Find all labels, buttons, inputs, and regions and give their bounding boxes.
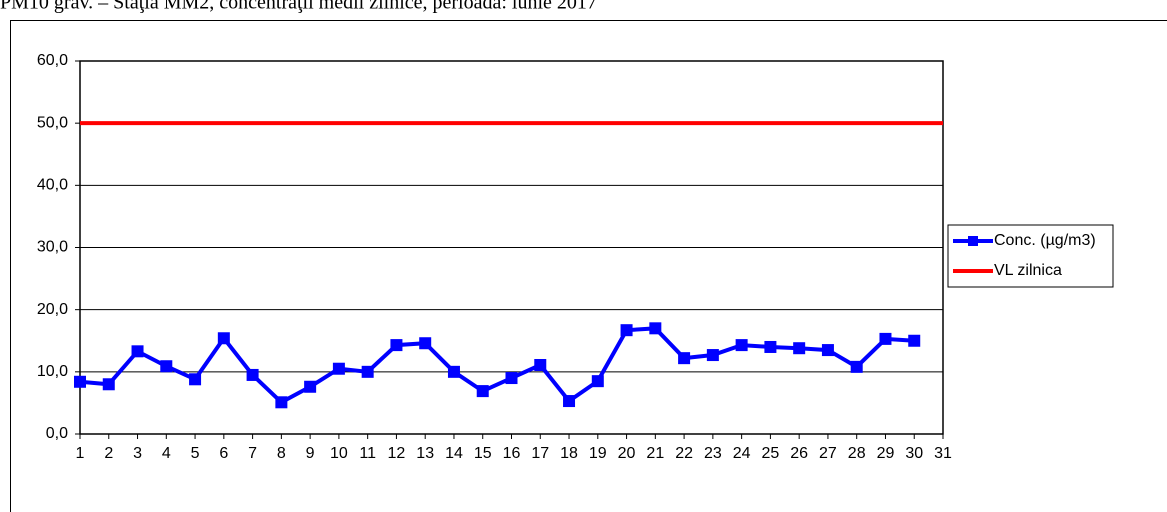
x-tick-label: 17 [531, 445, 549, 462]
x-tick-label: 23 [704, 445, 722, 462]
y-tick-label: 30,0 [37, 239, 68, 256]
x-tick-label: 2 [104, 445, 113, 462]
x-tick-label: 30 [905, 445, 923, 462]
x-tick-label: 13 [416, 445, 434, 462]
x-tick-label: 15 [474, 445, 492, 462]
x-tick-label: 29 [877, 445, 895, 462]
marker [879, 332, 892, 345]
marker [591, 375, 604, 388]
x-tick-label: 31 [934, 445, 952, 462]
marker [131, 345, 144, 358]
marker [476, 385, 489, 398]
marker [447, 365, 460, 378]
marker [246, 368, 259, 381]
legend-marker [968, 236, 978, 246]
marker [620, 324, 633, 337]
marker [102, 378, 115, 391]
x-tick-label: 20 [618, 445, 636, 462]
marker [908, 334, 921, 347]
chart-title: PM10 grav. – Staţia MM2, concentraţii me… [0, 0, 597, 14]
marker [850, 360, 863, 373]
x-tick-label: 1 [76, 445, 85, 462]
marker [793, 342, 806, 355]
marker [419, 337, 432, 350]
marker [217, 332, 230, 345]
marker [304, 380, 317, 393]
x-tick-label: 18 [560, 445, 578, 462]
x-tick-label: 22 [675, 445, 693, 462]
marker [649, 322, 662, 335]
marker [189, 373, 202, 386]
y-tick-label: 0,0 [46, 425, 68, 442]
x-tick-label: 10 [330, 445, 348, 462]
x-tick-label: 8 [277, 445, 286, 462]
marker [735, 339, 748, 352]
y-tick-label: 20,0 [37, 301, 68, 318]
x-tick-label: 28 [848, 445, 866, 462]
legend-label: Conc. (µg/m3) [994, 232, 1096, 249]
y-tick-label: 40,0 [37, 177, 68, 194]
y-tick-label: 10,0 [37, 363, 68, 380]
legend-label: VL zilnica [994, 262, 1062, 279]
x-tick-label: 5 [191, 445, 200, 462]
marker [821, 344, 834, 357]
x-tick-label: 11 [359, 445, 376, 462]
marker [74, 375, 86, 388]
x-tick-label: 24 [733, 445, 751, 462]
marker [534, 358, 547, 371]
x-tick-label: 16 [503, 445, 521, 462]
marker [764, 340, 777, 353]
marker [706, 349, 719, 362]
marker [160, 360, 173, 373]
marker [678, 352, 691, 365]
x-tick-label: 7 [248, 445, 257, 462]
marker [275, 396, 288, 409]
x-tick-label: 25 [762, 445, 780, 462]
marker [390, 339, 403, 352]
x-tick-label: 12 [388, 445, 406, 462]
x-tick-label: 21 [646, 445, 664, 462]
x-tick-label: 19 [589, 445, 607, 462]
x-tick-label: 26 [790, 445, 808, 462]
marker [563, 395, 576, 408]
legend-box [947, 224, 1114, 288]
marker [332, 362, 345, 375]
marker [361, 365, 374, 378]
x-tick-label: 3 [133, 445, 142, 462]
marker [505, 372, 518, 385]
y-tick-label: 60,0 [37, 52, 68, 69]
x-tick-label: 27 [819, 445, 837, 462]
x-tick-label: 9 [306, 445, 315, 462]
x-tick-label: 4 [162, 445, 171, 462]
x-tick-label: 14 [445, 445, 463, 462]
x-tick-label: 6 [219, 445, 228, 462]
y-tick-label: 50,0 [37, 114, 68, 131]
